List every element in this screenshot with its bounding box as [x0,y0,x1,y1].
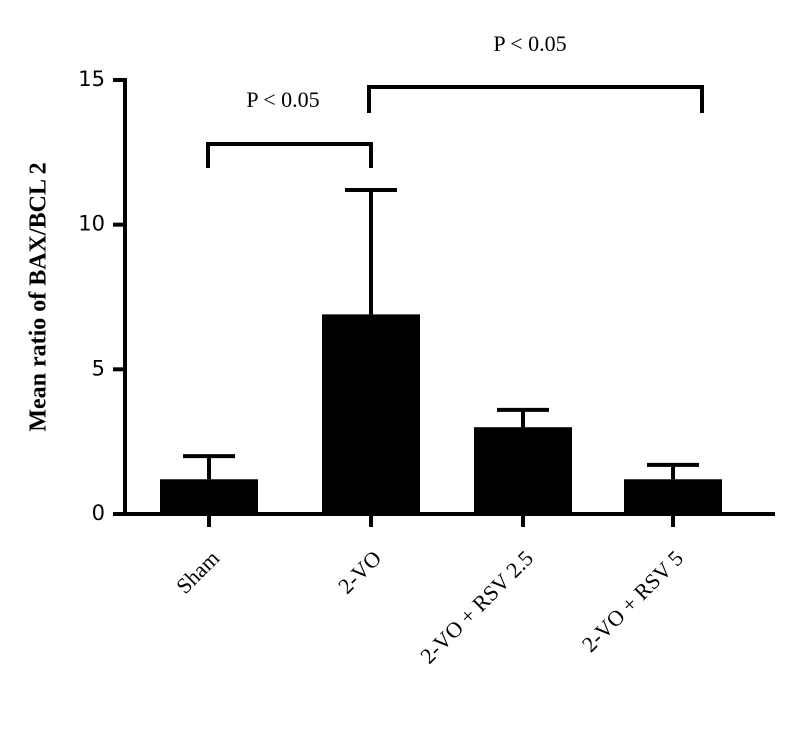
y-tick-label: 10 [78,212,105,236]
bar [322,314,420,514]
y-axis-label: Mean ratio of BAX/BCL 2 [26,162,52,431]
x-tick-label: Sham [171,545,224,598]
x-tick-label: 2-VO + RSV 5 [577,545,688,656]
bar [624,479,722,514]
significance-bracket [367,85,704,113]
y-tick-label: 15 [78,67,105,91]
x-tick-label: 2-VO [333,545,386,598]
y-tick-label: 0 [92,501,105,525]
x-tick-label: 2-VO + RSV 2.5 [415,545,538,668]
annotation: P < 0.05 [493,31,566,56]
bar [160,479,258,514]
y-tick-label: 5 [92,356,105,380]
bar [474,427,572,514]
annotation: P < 0.05 [246,87,319,112]
significance-bracket [206,142,373,168]
